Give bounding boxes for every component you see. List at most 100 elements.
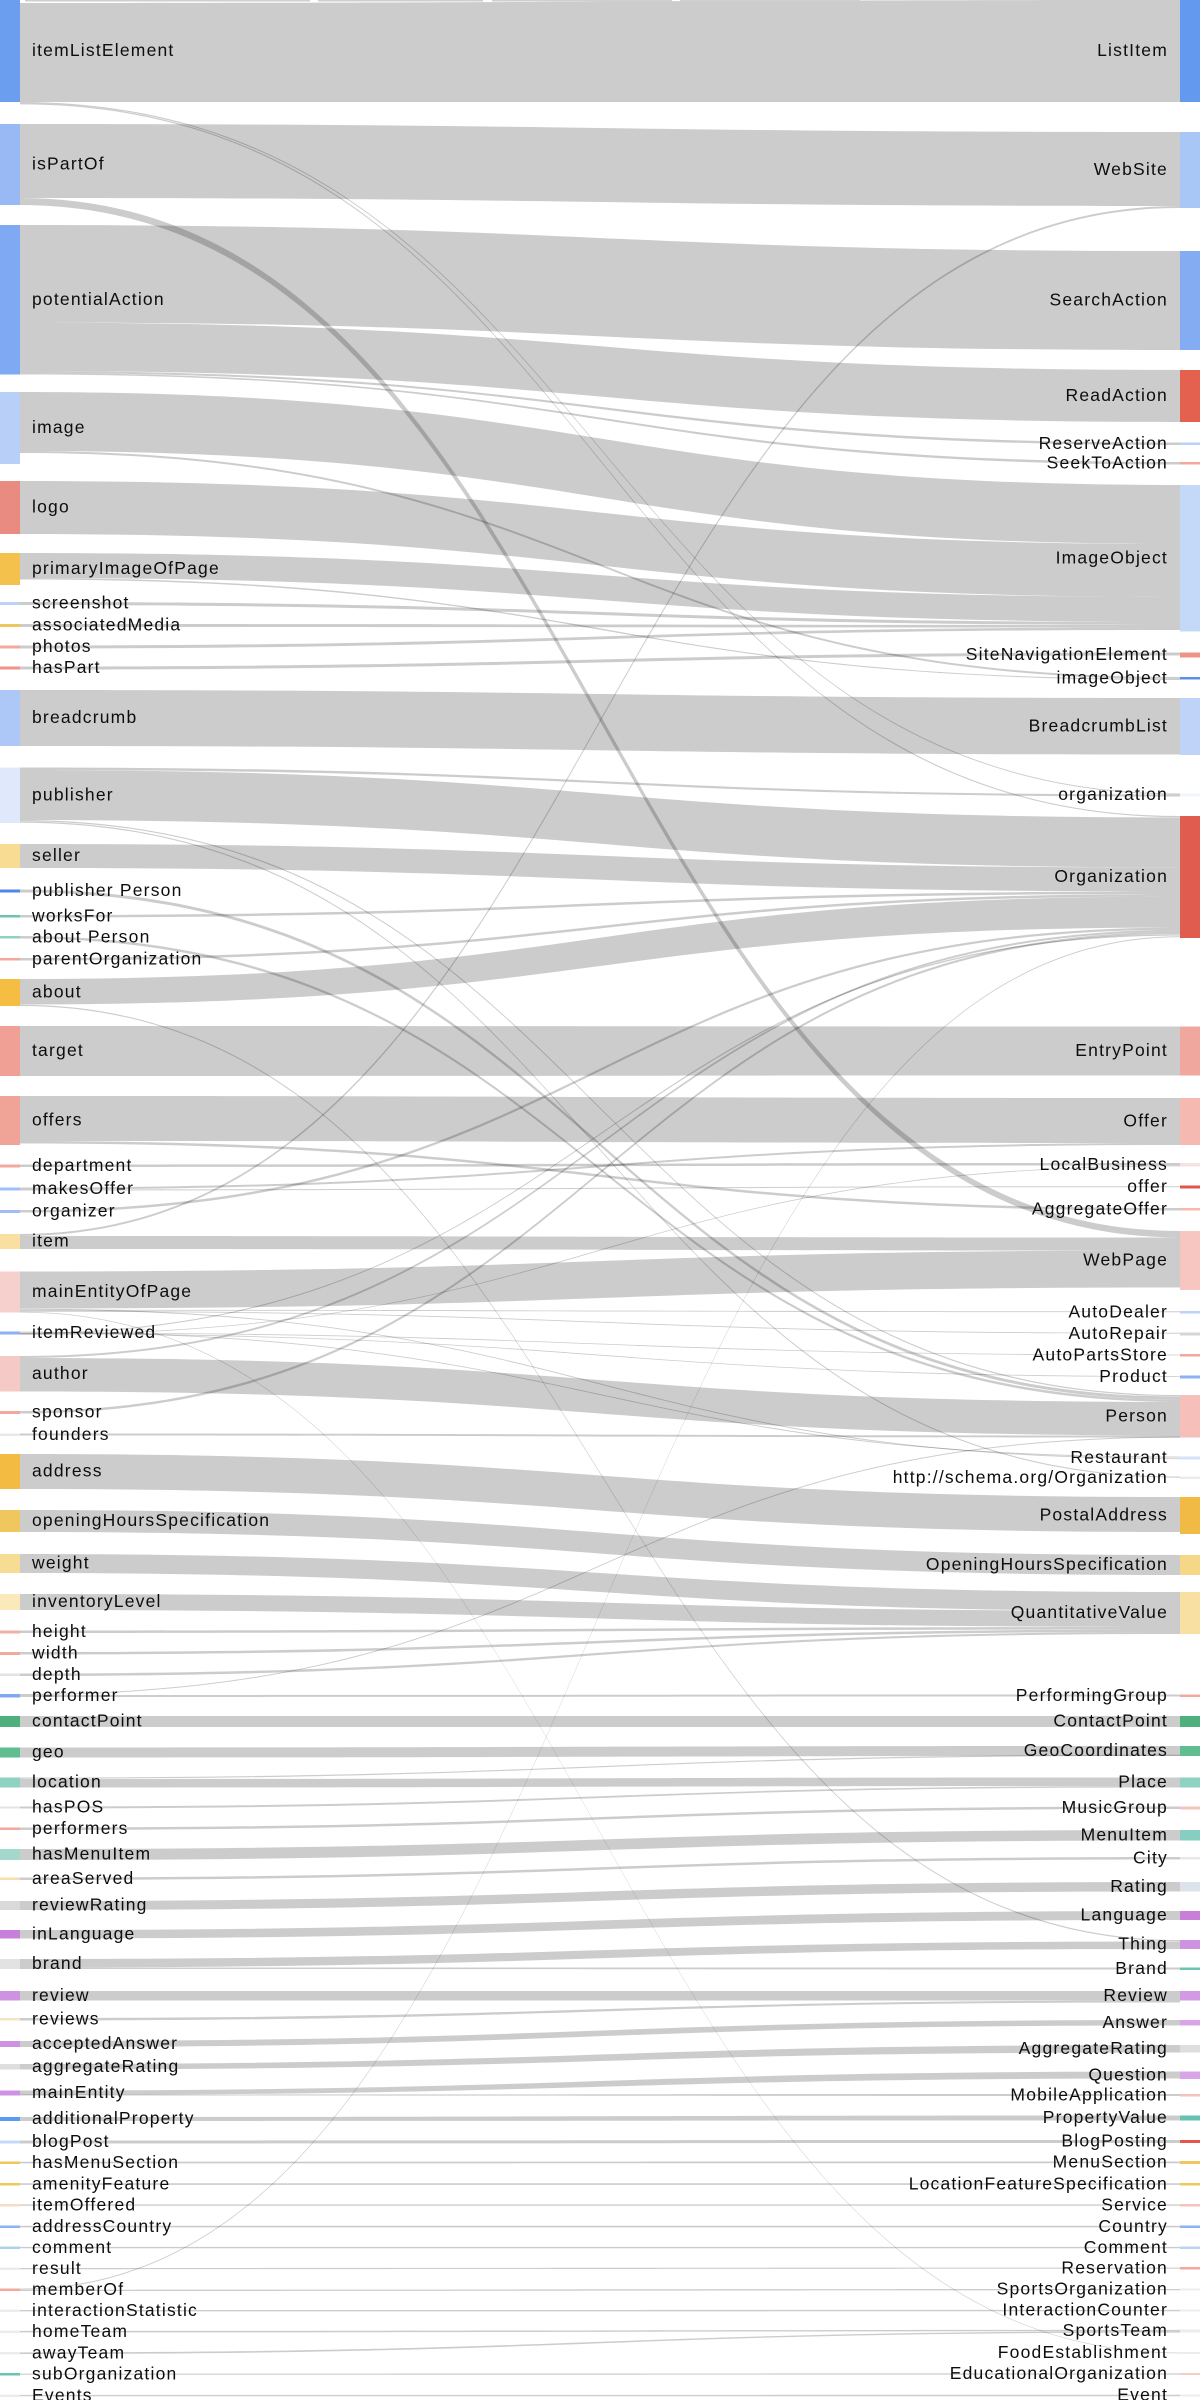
svg-text:memberOf: memberOf xyxy=(32,2279,124,2299)
svg-text:Country: Country xyxy=(1098,2216,1168,2236)
svg-text:reviews: reviews xyxy=(32,2008,100,2028)
svg-text:sponsor: sponsor xyxy=(32,1402,103,1422)
svg-text:potentialAction: potentialAction xyxy=(32,289,165,309)
svg-text:logo: logo xyxy=(32,497,70,517)
svg-text:performers: performers xyxy=(32,1818,129,1838)
svg-text:Restaurant: Restaurant xyxy=(1070,1447,1168,1467)
svg-text:Offer: Offer xyxy=(1123,1111,1168,1131)
svg-text:inventoryLevel: inventoryLevel xyxy=(32,1591,162,1611)
svg-text:awayTeam: awayTeam xyxy=(32,2342,125,2362)
svg-text:ReserveAction: ReserveAction xyxy=(1039,433,1168,453)
svg-text:Organization: Organization xyxy=(1054,866,1168,886)
svg-text:organizer: organizer xyxy=(32,1201,116,1221)
svg-text:SportsOrganization: SportsOrganization xyxy=(997,2279,1168,2299)
svg-text:InteractionCounter: InteractionCounter xyxy=(1002,2300,1168,2320)
svg-text:interactionStatistic: interactionStatistic xyxy=(32,2300,198,2320)
svg-text:worksFor: worksFor xyxy=(31,905,114,925)
svg-text:brand: brand xyxy=(32,1953,83,1973)
svg-text:LocalBusiness: LocalBusiness xyxy=(1040,1154,1168,1174)
svg-text:ListItem: ListItem xyxy=(1097,40,1168,60)
svg-text:result: result xyxy=(32,2258,82,2278)
svg-text:about: about xyxy=(32,982,82,1002)
svg-text:aggregateRating: aggregateRating xyxy=(32,2056,179,2076)
svg-text:hasMenuItem: hasMenuItem xyxy=(32,1844,151,1864)
svg-text:itemOffered: itemOffered xyxy=(32,2194,136,2214)
svg-text:Event: Event xyxy=(1117,2385,1168,2400)
svg-text:http://schema.org/Organization: http://schema.org/Organization xyxy=(893,1467,1168,1487)
svg-text:width: width xyxy=(31,1643,79,1663)
svg-text:EntryPoint: EntryPoint xyxy=(1075,1040,1168,1060)
svg-text:publisher Person: publisher Person xyxy=(32,880,183,900)
svg-text:weight: weight xyxy=(31,1553,90,1573)
svg-text:FoodEstablishment: FoodEstablishment xyxy=(998,2342,1168,2362)
svg-text:address: address xyxy=(32,1461,103,1481)
svg-text:inLanguage: inLanguage xyxy=(32,1923,135,1943)
svg-text:subOrganization: subOrganization xyxy=(32,2363,177,2383)
svg-text:associatedMedia: associatedMedia xyxy=(32,615,181,635)
svg-text:Comment: Comment xyxy=(1084,2237,1168,2257)
svg-text:contactPoint: contactPoint xyxy=(32,1711,143,1731)
svg-text:MenuItem: MenuItem xyxy=(1081,1824,1168,1844)
svg-text:comment: comment xyxy=(32,2237,112,2257)
svg-text:Question: Question xyxy=(1088,2064,1168,2084)
svg-text:City: City xyxy=(1133,1847,1168,1867)
svg-text:makesOffer: makesOffer xyxy=(32,1178,134,1198)
svg-text:department: department xyxy=(32,1155,133,1175)
svg-text:photos: photos xyxy=(32,636,92,656)
svg-text:AutoPartsStore: AutoPartsStore xyxy=(1033,1344,1168,1364)
svg-text:ReadAction: ReadAction xyxy=(1066,385,1168,405)
svg-text:Review: Review xyxy=(1103,1985,1168,2005)
svg-text:hasMenuSection: hasMenuSection xyxy=(32,2152,179,2172)
svg-text:isPartOf: isPartOf xyxy=(32,154,105,174)
svg-text:additionalProperty: additionalProperty xyxy=(32,2108,195,2128)
svg-text:author: author xyxy=(32,1363,89,1383)
svg-text:review: review xyxy=(32,1985,90,2005)
svg-text:BlogPosting: BlogPosting xyxy=(1061,2131,1168,2151)
svg-text:Service: Service xyxy=(1101,2194,1168,2214)
svg-text:Reservation: Reservation xyxy=(1061,2257,1168,2277)
svg-text:AutoDealer: AutoDealer xyxy=(1068,1301,1168,1321)
svg-text:acceptedAnswer: acceptedAnswer xyxy=(32,2033,178,2053)
svg-text:publisher: publisher xyxy=(32,784,114,804)
svg-text:MusicGroup: MusicGroup xyxy=(1062,1797,1168,1817)
svg-text:geo: geo xyxy=(32,1742,65,1762)
svg-text:SearchAction: SearchAction xyxy=(1050,290,1169,310)
svg-text:screenshot: screenshot xyxy=(32,593,130,613)
svg-text:image: image xyxy=(32,417,86,437)
svg-text:about Person: about Person xyxy=(32,926,151,946)
svg-text:OpeningHoursSpecification: OpeningHoursSpecification xyxy=(926,1554,1168,1574)
svg-text:AggregateRating: AggregateRating xyxy=(1019,2038,1168,2058)
svg-text:reviewRating: reviewRating xyxy=(32,1895,148,1915)
svg-text:location: location xyxy=(32,1772,102,1792)
svg-text:Answer: Answer xyxy=(1102,2012,1168,2032)
svg-text:GeoCoordinates: GeoCoordinates xyxy=(1024,1740,1168,1760)
svg-text:addressCountry: addressCountry xyxy=(32,2216,172,2236)
svg-text:SiteNavigationElement: SiteNavigationElement xyxy=(966,644,1168,664)
svg-text:Product: Product xyxy=(1099,1366,1168,1386)
svg-text:PostalAddress: PostalAddress xyxy=(1040,1505,1168,1525)
svg-text:primaryImageOfPage: primaryImageOfPage xyxy=(32,558,220,578)
svg-text:MenuSection: MenuSection xyxy=(1053,2152,1168,2172)
svg-text:performer: performer xyxy=(32,1685,119,1705)
svg-text:mainEntity: mainEntity xyxy=(32,2082,126,2102)
svg-text:hasPOS: hasPOS xyxy=(32,1797,104,1817)
svg-text:height: height xyxy=(32,1621,87,1641)
svg-text:Events: Events xyxy=(32,2385,93,2400)
svg-text:WebPage: WebPage xyxy=(1083,1250,1168,1270)
svg-text:MobileApplication: MobileApplication xyxy=(1010,2084,1168,2104)
svg-text:AutoRepair: AutoRepair xyxy=(1068,1323,1168,1343)
svg-text:AggregateOffer: AggregateOffer xyxy=(1032,1198,1168,1218)
svg-text:Rating: Rating xyxy=(1110,1876,1168,1896)
svg-text:SeekToAction: SeekToAction xyxy=(1047,452,1168,472)
svg-text:BreadcrumbList: BreadcrumbList xyxy=(1029,716,1168,736)
svg-text:SportsTeam: SportsTeam xyxy=(1063,2320,1168,2340)
svg-text:blogPost: blogPost xyxy=(32,2131,110,2151)
svg-text:target: target xyxy=(32,1040,84,1060)
svg-text:Language: Language xyxy=(1081,1905,1168,1925)
svg-text:Brand: Brand xyxy=(1115,1958,1168,1978)
svg-text:depth: depth xyxy=(32,1664,82,1684)
svg-text:organization: organization xyxy=(1058,784,1168,804)
svg-text:imageObject: imageObject xyxy=(1057,667,1168,687)
svg-text:ContactPoint: ContactPoint xyxy=(1053,1711,1168,1731)
svg-text:ImageObject: ImageObject xyxy=(1056,547,1168,567)
